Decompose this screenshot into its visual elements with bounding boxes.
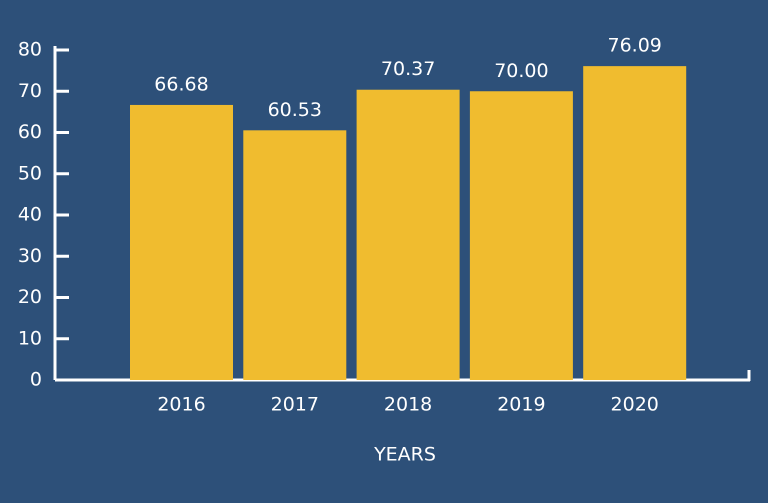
value-label: 76.09 bbox=[607, 35, 661, 57]
bar bbox=[356, 89, 460, 380]
bar bbox=[130, 104, 233, 380]
bar bbox=[243, 130, 347, 380]
y-tick-label: 40 bbox=[18, 204, 42, 226]
bar bbox=[583, 66, 687, 380]
x-tick-label: 2020 bbox=[611, 394, 659, 416]
y-tick-label: 30 bbox=[18, 245, 42, 267]
value-label: 60.53 bbox=[268, 99, 322, 121]
y-tick-label: 20 bbox=[18, 286, 42, 308]
y-tick-label: 80 bbox=[18, 39, 42, 61]
y-tick-label: 70 bbox=[18, 80, 42, 102]
value-label: 66.68 bbox=[154, 73, 208, 95]
bar bbox=[469, 91, 573, 380]
y-tick-label: 60 bbox=[18, 121, 42, 143]
x-tick-label: 2016 bbox=[157, 394, 205, 416]
x-axis-label: YEARS bbox=[373, 444, 436, 466]
y-tick-label: 50 bbox=[18, 162, 42, 184]
x-tick-label: 2019 bbox=[497, 394, 545, 416]
x-tick-label: 2018 bbox=[384, 394, 432, 416]
x-tick-label: 2017 bbox=[271, 394, 319, 416]
value-label: 70.00 bbox=[494, 60, 548, 82]
y-tick-label: 0 bbox=[30, 369, 42, 391]
y-tick-label: 10 bbox=[18, 327, 42, 349]
value-label: 70.37 bbox=[381, 58, 435, 80]
